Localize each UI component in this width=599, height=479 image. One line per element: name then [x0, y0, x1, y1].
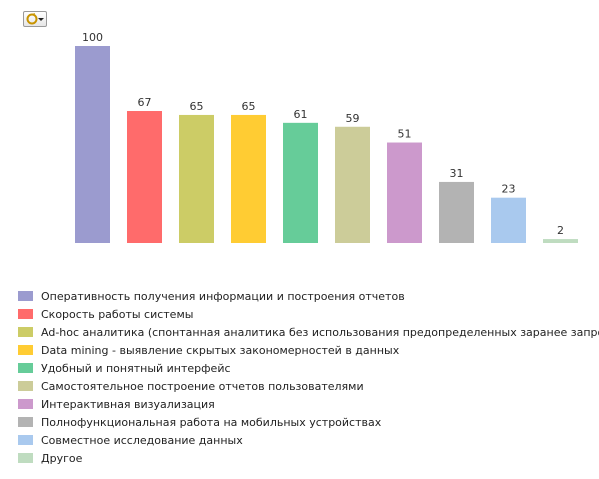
data-label-7: 51: [398, 128, 412, 141]
bar-6[interactable]: [335, 126, 370, 243]
legend-item[interactable]: Совместное исследование данных: [18, 432, 599, 450]
legend-label: Удобный и понятный интерфейс: [41, 362, 231, 375]
chart-menu-icon: [26, 13, 38, 25]
bar-10[interactable]: [543, 239, 578, 243]
data-label-2: 67: [138, 96, 152, 109]
legend-swatch: [18, 345, 33, 355]
legend-item[interactable]: Data mining - выявление скрытых закономе…: [18, 342, 599, 360]
bar-chart: 100 67 65 65 61 59 51 31 23 2: [75, 31, 578, 243]
legend-label: Интерактивная визуализация: [41, 398, 215, 411]
legend-item[interactable]: Удобный и понятный интерфейс: [18, 360, 599, 378]
data-label-10: 2: [557, 224, 564, 237]
legend-item[interactable]: Самостоятельное построение отчетов польз…: [18, 378, 599, 396]
bar-8[interactable]: [439, 181, 474, 243]
legend-swatch: [18, 435, 33, 445]
legend-label: Скорость работы системы: [41, 308, 194, 321]
legend-item[interactable]: Полнофункциональная работа на мобильных …: [18, 414, 599, 432]
data-label-1: 100: [82, 31, 103, 44]
legend-item[interactable]: Оперативность получения информации и пос…: [18, 288, 599, 306]
legend-swatch: [18, 309, 33, 319]
data-label-5: 61: [294, 108, 308, 121]
legend-item[interactable]: Скорость работы системы: [18, 306, 599, 324]
bar-7[interactable]: [387, 142, 422, 243]
legend-item[interactable]: Другое: [18, 450, 599, 468]
bar-3[interactable]: [179, 114, 214, 243]
legend-label: Ad-hoc аналитика (спонтанная аналитика б…: [41, 326, 599, 339]
bar-9[interactable]: [491, 197, 526, 243]
legend-label: Самостоятельное построение отчетов польз…: [41, 380, 364, 393]
legend-swatch: [18, 363, 33, 373]
legend-item[interactable]: Интерактивная визуализация: [18, 396, 599, 414]
bar-1[interactable]: [75, 46, 110, 243]
legend-label: Оперативность получения информации и пос…: [41, 290, 405, 303]
data-label-3: 65: [190, 100, 204, 113]
data-label-4: 65: [242, 100, 256, 113]
legend-label: Data mining - выявление скрытых закономе…: [41, 344, 400, 357]
legend-item[interactable]: Ad-hoc аналитика (спонтанная аналитика б…: [18, 324, 599, 342]
legend-swatch: [18, 399, 33, 409]
bar-5[interactable]: [283, 122, 318, 243]
bar-2[interactable]: [127, 111, 162, 243]
data-label-6: 59: [346, 112, 360, 125]
legend-swatch: [18, 417, 33, 427]
chevron-down-icon: [38, 18, 44, 21]
data-label-8: 31: [450, 167, 464, 180]
legend-label: Совместное исследование данных: [41, 434, 243, 447]
legend-swatch: [18, 381, 33, 391]
legend-swatch: [18, 291, 33, 301]
legend-swatch: [18, 453, 33, 463]
chart-menu-button[interactable]: [23, 11, 47, 27]
chart-legend: Оперативность получения информации и пос…: [18, 288, 599, 468]
legend-label: Другое: [41, 452, 83, 465]
legend-swatch: [18, 327, 33, 337]
data-label-9: 23: [502, 183, 516, 196]
bar-4[interactable]: [231, 114, 266, 243]
legend-label: Полнофункциональная работа на мобильных …: [41, 416, 382, 429]
